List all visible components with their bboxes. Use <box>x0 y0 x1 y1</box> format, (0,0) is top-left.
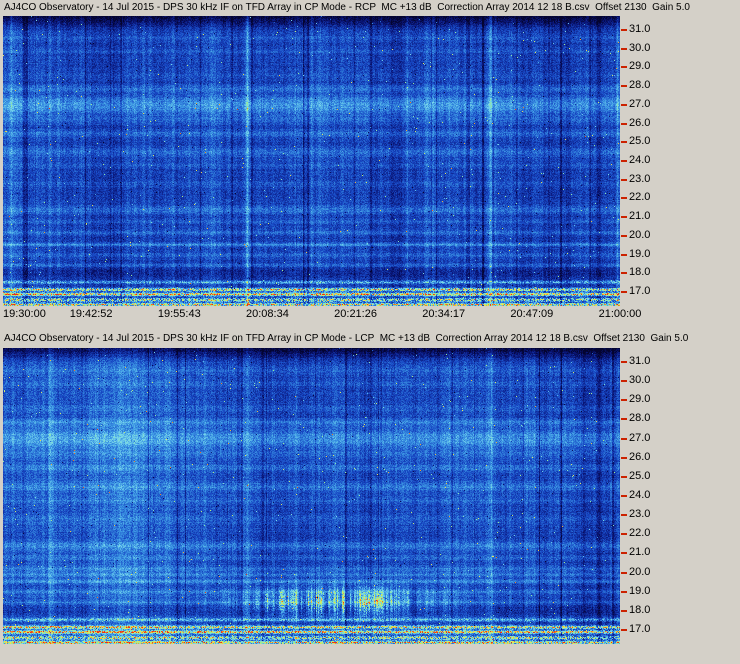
frequency-tick-mark <box>621 609 627 612</box>
frequency-tick-mark <box>621 590 627 593</box>
frequency-tick-mark <box>621 380 627 383</box>
frequency-tick-label: 27.0 <box>629 97 651 110</box>
frequency-tick-mark <box>621 29 627 31</box>
frequency-tick-mark <box>621 533 627 536</box>
frequency-tick-label: 30.0 <box>629 374 651 387</box>
frequency-tick-label: 30.0 <box>629 41 651 54</box>
frequency-tick-label: 20.0 <box>629 565 651 578</box>
frequency-tick-label: 23.0 <box>629 172 651 185</box>
frequency-tick-mark <box>621 571 627 574</box>
time-tick-label: 20:47:09 <box>510 308 554 320</box>
frequency-tick-mark <box>621 178 627 181</box>
frequency-tick-mark <box>621 160 627 162</box>
frequency-tick-mark <box>621 234 627 237</box>
frequency-tick-mark <box>621 253 627 256</box>
frequency-tick-label: 29.0 <box>629 393 651 406</box>
spectrogram-title-rcp: AJ4CO Observatory - 14 Jul 2015 - DPS 30… <box>4 2 690 13</box>
frequency-axis-lcp: 31.0 30.0 29.0 28.0 27.0 26.0 25.0 24.0 23.0 22.0… <box>620 348 668 644</box>
frequency-tick-label: 22.0 <box>629 527 651 540</box>
frequency-tick-label: 28.0 <box>629 79 651 92</box>
frequency-tick-mark <box>621 66 627 69</box>
frequency-tick-mark <box>621 85 627 88</box>
frequency-tick-mark <box>621 141 627 144</box>
frequency-tick-mark <box>621 103 627 106</box>
frequency-tick-label: 17.0 <box>629 285 651 297</box>
frequency-tick-mark <box>621 272 627 275</box>
time-tick-label: 21:00:00 <box>598 308 642 320</box>
frequency-tick-label: 23.0 <box>629 508 651 521</box>
frequency-tick-label: 22.0 <box>629 191 651 204</box>
frequency-tick-label: 20.0 <box>629 228 651 241</box>
time-tick-label: 19:55:43 <box>157 308 201 320</box>
frequency-tick-mark <box>621 456 627 459</box>
frequency-tick-label: 21.0 <box>629 210 651 223</box>
time-tick-label: 19:42:52 <box>69 308 113 320</box>
time-tick-label: 19:30:00 <box>3 308 46 320</box>
frequency-tick-label: 31.0 <box>629 23 651 35</box>
time-axis-rcp: 19:30:00 19:42:52 19:55:43 20:08:34 20:21:26… <box>3 308 641 321</box>
frequency-tick-label: 17.0 <box>629 623 651 635</box>
frequency-tick-mark <box>621 291 627 293</box>
frequency-tick-mark <box>621 216 627 219</box>
frequency-tick-mark <box>621 629 627 631</box>
frequency-tick-mark <box>621 361 627 363</box>
frequency-tick-label: 19.0 <box>629 247 651 260</box>
frequency-tick-label: 24.0 <box>629 154 651 166</box>
time-tick-label: 20:34:17 <box>422 308 466 320</box>
time-tick-label: 20:21:26 <box>334 308 377 320</box>
frequency-tick-mark <box>621 552 627 555</box>
frequency-tick-label: 26.0 <box>629 450 651 463</box>
frequency-tick-mark <box>621 475 627 478</box>
frequency-tick-mark <box>621 197 627 200</box>
frequency-tick-label: 31.0 <box>629 355 651 367</box>
frequency-tick-label: 28.0 <box>629 412 651 425</box>
frequency-axis-rcp: 31.0 30.0 29.0 28.0 27.0 26.0 25.0 24.0 23.0 22.0… <box>620 16 668 306</box>
frequency-tick-label: 21.0 <box>629 546 651 559</box>
frequency-tick-mark <box>621 495 627 497</box>
frequency-tick-label: 26.0 <box>629 116 651 129</box>
time-tick-label: 20:08:34 <box>246 308 289 320</box>
frequency-tick-label: 29.0 <box>629 60 651 73</box>
frequency-tick-mark <box>621 399 627 402</box>
frequency-tick-mark <box>621 437 627 440</box>
frequency-tick-mark <box>621 514 627 517</box>
frequency-tick-label: 19.0 <box>629 584 651 597</box>
frequency-tick-label: 24.0 <box>629 489 651 501</box>
frequency-tick-mark <box>621 122 627 125</box>
spectrogram-lcp <box>3 348 620 644</box>
frequency-tick-mark <box>621 418 627 421</box>
frequency-tick-label: 25.0 <box>629 469 651 482</box>
frequency-tick-label: 25.0 <box>629 135 651 148</box>
spectrogram-title-lcp: AJ4CO Observatory - 14 Jul 2015 - DPS 30… <box>4 333 689 344</box>
frequency-tick-label: 18.0 <box>629 603 651 616</box>
frequency-tick-label: 18.0 <box>629 266 651 279</box>
frequency-tick-mark <box>621 47 627 50</box>
spectrogram-rcp <box>3 16 620 306</box>
frequency-tick-label: 27.0 <box>629 431 651 444</box>
